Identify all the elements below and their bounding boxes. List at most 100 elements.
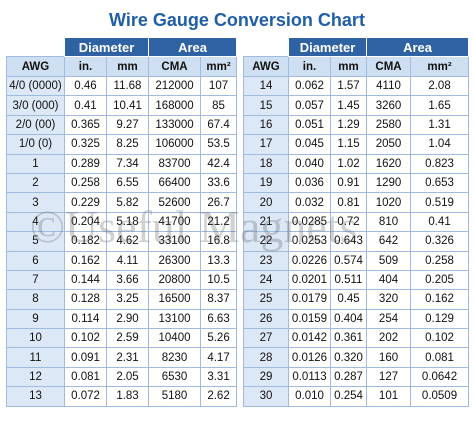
table-cell: 133000 — [148, 114, 202, 136]
group-header: Area — [366, 37, 470, 57]
title: Wire Gauge Conversion Chart — [109, 10, 365, 30]
table-cell: 254 — [366, 308, 412, 330]
table-cell: 0.0201 — [288, 269, 331, 291]
table-cell: 3.25 — [105, 289, 150, 310]
table-cell: 0.0126 — [288, 347, 331, 368]
column-header: mm² — [410, 56, 470, 77]
table-cell: 1.02 — [329, 153, 368, 174]
table-cell: 0.404 — [329, 308, 368, 330]
table-cell: 0.0253 — [288, 231, 331, 252]
awg-cell: 23 — [243, 250, 289, 271]
table-row: 3 0.229 5.82 52600 26.7 — [6, 192, 238, 213]
table-cell: 0.0179 — [288, 289, 331, 310]
table-cell: 5180 — [148, 386, 202, 407]
table-cell: 0.162 — [410, 289, 470, 310]
table-row: 9 0.114 2.90 13100 6.63 — [6, 308, 238, 330]
table-cell: 0.057 — [288, 95, 331, 116]
table-cell: 202 — [366, 328, 412, 349]
table-cell: 0.129 — [410, 308, 470, 330]
table-cell: 642 — [366, 231, 412, 252]
table-cell: 1.83 — [105, 386, 150, 407]
table-cell: 1020 — [366, 192, 412, 213]
table-cell: 1.31 — [410, 114, 470, 136]
table-cell: 0.081 — [64, 366, 107, 388]
column-header-row: AWG in. mm CMA mm² — [6, 56, 238, 77]
awg-cell: 12 — [6, 366, 65, 388]
table-cell: 2.90 — [105, 308, 150, 330]
table-cell: 2.62 — [200, 386, 238, 407]
table-cell: 0.0285 — [288, 211, 331, 233]
awg-cell: 5 — [6, 231, 65, 252]
awg-cell: 25 — [243, 289, 289, 310]
table-row: 13 0.072 1.83 5180 2.62 — [6, 386, 238, 407]
table-cell: 6530 — [148, 366, 202, 388]
table-cell: 0.040 — [288, 153, 331, 174]
table-cell: 9.27 — [105, 114, 150, 136]
awg-cell: 6 — [6, 250, 65, 271]
table-row: 23 0.0226 0.574 509 0.258 — [243, 250, 470, 271]
blank-cell — [6, 37, 65, 57]
table-row: 18 0.040 1.02 1620 0.823 — [243, 153, 470, 174]
table-row: 25 0.0179 0.45 320 0.162 — [243, 289, 470, 310]
awg-cell: 17 — [243, 134, 289, 155]
table-cell: 0.229 — [64, 192, 107, 213]
table-cell: 11.68 — [105, 75, 150, 97]
table-cell: 3260 — [366, 95, 412, 116]
table-cell: 0.032 — [288, 192, 331, 213]
table-cell: 0.128 — [64, 289, 107, 310]
table-cell: 4.17 — [200, 347, 238, 368]
table-cell: 0.91 — [329, 172, 368, 194]
table-cell: 0.258 — [64, 172, 107, 194]
table-cell: 5.82 — [105, 192, 150, 213]
table-row: 22 0.0253 0.643 642 0.326 — [243, 231, 470, 252]
table-cell: 26.7 — [200, 192, 238, 213]
awg-cell: 21 — [243, 211, 289, 233]
awg-cell: 3 — [6, 192, 65, 213]
awg-cell: 14 — [243, 75, 289, 97]
table-row: 30 0.010 0.254 101 0.0509 — [243, 386, 470, 407]
table-cell: 0.45 — [329, 289, 368, 310]
table-cell: 0.045 — [288, 134, 331, 155]
table-row: 5 0.182 4.62 33100 16.8 — [6, 231, 238, 252]
table-cell: 13.3 — [200, 250, 238, 271]
table-cell: 160 — [366, 347, 412, 368]
table-cell: 1.57 — [329, 75, 368, 97]
table-cell: 0.051 — [288, 114, 331, 136]
awg-cell: 19 — [243, 172, 289, 194]
table-row: 2/0 (00) 0.365 9.27 133000 67.4 — [6, 114, 238, 136]
table-row: 28 0.0126 0.320 160 0.081 — [243, 347, 470, 368]
group-header-row: Diameter Area — [243, 37, 470, 57]
table-cell: 5.26 — [200, 328, 238, 349]
table-cell: 41700 — [148, 211, 202, 233]
table-cell: 0.010 — [288, 386, 331, 407]
table-cell: 0.162 — [64, 250, 107, 271]
table-cell: 0.511 — [329, 269, 368, 291]
table-row: 2 0.258 6.55 66400 33.6 — [6, 172, 238, 194]
table-cell: 0.81 — [329, 192, 368, 213]
table-row: 14 0.062 1.57 4110 2.08 — [243, 75, 470, 97]
table-cell: 101 — [366, 386, 412, 407]
column-header: mm² — [200, 56, 238, 77]
table-cell: 1.04 — [410, 134, 470, 155]
table-cell: 0.0226 — [288, 250, 331, 271]
table-cell: 0.0642 — [410, 366, 470, 388]
table-cell: 0.72 — [329, 211, 368, 233]
table-row: 3/0 (000) 0.41 10.41 168000 85 — [6, 95, 238, 116]
table-cell: 810 — [366, 211, 412, 233]
table-cell: 0.144 — [64, 269, 107, 291]
table-row: 10 0.102 2.59 10400 5.26 — [6, 328, 238, 349]
group-header: Area — [148, 37, 238, 57]
table-cell: 404 — [366, 269, 412, 291]
data-table: Diameter Area AWG in. mm CMA mm² 14 0.062 1.57 411… — [243, 37, 470, 407]
table-cell: 16.8 — [200, 231, 238, 252]
table-cell: 0.258 — [410, 250, 470, 271]
table-cell: 2050 — [366, 134, 412, 155]
group-header-row: Diameter Area — [6, 37, 238, 57]
table-cell: 0.823 — [410, 153, 470, 174]
table-cell: 0.0113 — [288, 366, 331, 388]
table-cell: 509 — [366, 250, 412, 271]
awg-cell: 24 — [243, 269, 289, 291]
table-cell: 1290 — [366, 172, 412, 194]
table-cell: 66400 — [148, 172, 202, 194]
table-cell: 10.5 — [200, 269, 238, 291]
